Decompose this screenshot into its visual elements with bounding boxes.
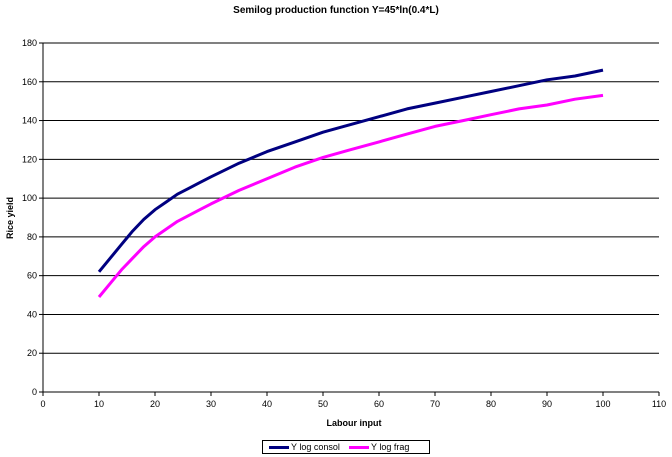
series-line-2	[97, 93, 604, 298]
x-tick-label-0: 0	[40, 399, 45, 409]
x-tick-label-40: 40	[262, 399, 272, 409]
y-tick-label-40: 40	[27, 309, 37, 319]
legend-item-series-1: Y log consol	[269, 442, 340, 453]
x-tick-label-70: 70	[430, 399, 440, 409]
x-tick-label-100: 100	[595, 399, 610, 409]
legend-swatch-series-1	[269, 446, 289, 450]
y-tick-label-140: 140	[22, 116, 37, 126]
chart-title: Semilog production function Y=45*ln(0.4*…	[233, 5, 439, 16]
x-tick-label-60: 60	[374, 399, 384, 409]
x-tick-label-30: 30	[206, 399, 216, 409]
x-tick-label-10: 10	[94, 399, 104, 409]
x-tick-label-90: 90	[542, 399, 552, 409]
legend-label-series-1: Y log consol	[291, 442, 340, 452]
y-tick-label-100: 100	[22, 193, 37, 203]
x-tick-label-80: 80	[486, 399, 496, 409]
y-tick-label-20: 20	[27, 348, 37, 358]
y-tick-label-60: 60	[27, 271, 37, 281]
y-tick-label-80: 80	[27, 232, 37, 242]
legend-swatch-series-2	[349, 446, 369, 450]
plot-area: 0 20 40 60 80 100 120 140 160 180 0 10 20 30 40 50 60 70 8…	[5, 38, 666, 428]
y-tick-label-180: 180	[22, 38, 37, 48]
legend-label-series-2: Y log frag	[371, 442, 410, 452]
y-tick-label-120: 120	[22, 154, 37, 164]
y-tick-label-160: 160	[22, 77, 37, 87]
y-tick-label-0: 0	[32, 387, 37, 397]
legend: Y log consol Y log frag	[262, 440, 430, 454]
series-line-1	[97, 68, 604, 273]
legend-item-series-2: Y log frag	[349, 442, 409, 453]
x-axis-label: Labour input	[327, 418, 382, 428]
x-tick-label-20: 20	[150, 399, 160, 409]
x-tick-label-50: 50	[318, 399, 328, 409]
x-tick-label-110: 110	[652, 399, 666, 409]
y-axis-label: Rice yield	[5, 197, 15, 239]
